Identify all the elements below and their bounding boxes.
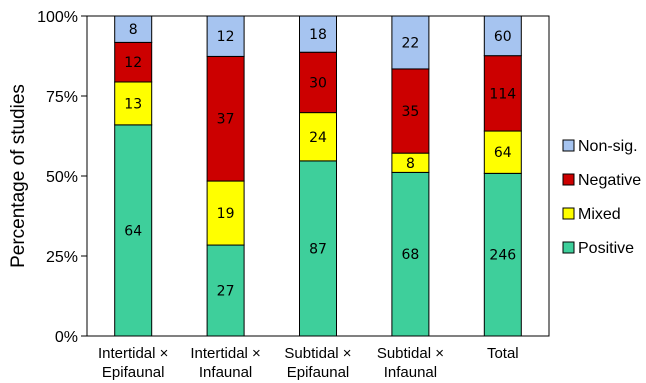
- y-tick-label: 50%: [46, 169, 78, 186]
- plot-frame: [86, 15, 550, 337]
- bar-segment: [114, 81, 153, 126]
- y-axis-label: Percentage of studies: [8, 84, 29, 268]
- legend-label: Mixed: [578, 206, 621, 223]
- legend-label: Positive: [578, 240, 634, 257]
- bar-value-label: 68: [401, 247, 419, 263]
- bar-value-label: 12: [217, 29, 235, 45]
- y-tick-label: 75%: [46, 89, 78, 106]
- x-category-label: Intertidal × Epifaunal: [98, 345, 168, 381]
- x-category-label-line: Subtidal ×: [284, 345, 351, 362]
- x-category-label-line: Intertidal ×: [190, 345, 260, 362]
- bar-value-label: 64: [494, 145, 512, 161]
- bar-segment: [299, 15, 337, 53]
- bars: 64 13 12 8 27 19 37 12 87 24 30 18 68 8 35 22 246 64 114 60: [114, 15, 522, 337]
- legend-swatch: [562, 139, 575, 152]
- bar-segment: [483, 130, 522, 174]
- bar-value-label: 12: [124, 55, 142, 71]
- bar-segment: [114, 124, 153, 337]
- y-tick-label: 25%: [46, 249, 78, 266]
- x-category-label-line: Epifaunal: [102, 364, 165, 381]
- bar-value-label: 8: [406, 156, 415, 172]
- x-category-label-line: Intertidal ×: [98, 345, 168, 362]
- legend: Non-sig. Negative Mixed Positive: [562, 138, 641, 257]
- category-labels: Intertidal × Epifaunal Intertidal × Infauna…: [98, 345, 519, 381]
- legend-label: Negative: [578, 172, 641, 189]
- bar-segment: [483, 15, 522, 57]
- bar-value-label: 64: [124, 223, 142, 239]
- bar-value-label: 27: [217, 284, 235, 300]
- bar-value-label: 24: [309, 130, 327, 146]
- legend-swatch: [562, 207, 575, 220]
- bar-value-label: 13: [124, 96, 142, 112]
- x-category-label-line: Subtidal ×: [377, 345, 444, 362]
- bar-value-label: 19: [217, 206, 235, 222]
- y-axis-label-group: Percentage of studies: [8, 84, 29, 268]
- x-category-label: Subtidal × Epifaunal: [284, 345, 351, 381]
- x-category-label: Intertidal × Infaunal: [190, 345, 260, 381]
- bar-segment: [299, 112, 337, 162]
- axes: [86, 15, 550, 337]
- bar-value-label: 87: [309, 241, 327, 257]
- x-category-label: Subtidal × Infaunal: [377, 345, 444, 381]
- bar-segment: [483, 55, 522, 132]
- bar-segment: [299, 160, 337, 337]
- bar-segment: [391, 171, 430, 337]
- bar-value-label: 246: [489, 248, 516, 264]
- bar-value-label: 30: [309, 75, 327, 91]
- y-tick-label: 100%: [37, 9, 78, 26]
- bar-value-label: 18: [309, 27, 327, 43]
- x-category-label-line: Infaunal: [199, 364, 252, 381]
- bar-segment: [206, 15, 245, 57]
- x-category-label: Total: [487, 345, 519, 362]
- legend-swatch: [562, 173, 575, 186]
- legend-label: Non-sig.: [578, 138, 638, 155]
- y-axis-ticks: 0% 25% 50% 75% 100%: [37, 9, 87, 346]
- x-category-label-line: Total: [487, 345, 519, 362]
- bar-value-label: 60: [494, 29, 512, 45]
- x-category-label-line: Infaunal: [384, 364, 437, 381]
- bar-value-label: 35: [401, 104, 419, 120]
- bar-segment: [206, 55, 245, 182]
- bar-value-label: 114: [489, 86, 516, 102]
- bar-value-label: 8: [129, 22, 138, 38]
- bar-value-label: 37: [217, 112, 235, 128]
- legend-swatch: [562, 241, 575, 254]
- x-category-label-line: Epifaunal: [287, 364, 350, 381]
- bar-value-label: 22: [401, 35, 419, 51]
- y-tick-label: 0%: [55, 329, 78, 346]
